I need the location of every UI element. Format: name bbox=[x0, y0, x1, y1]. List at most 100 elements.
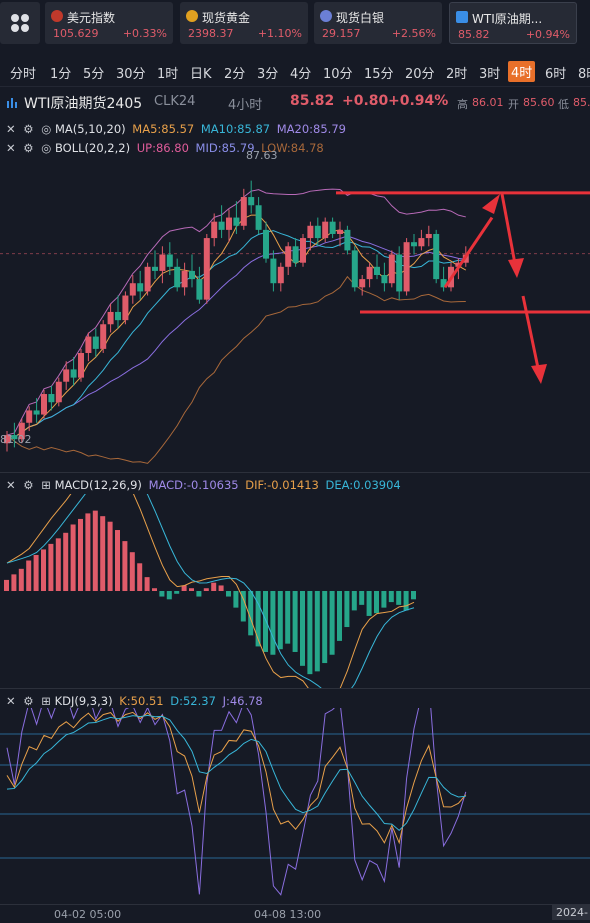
ticker-tile-wti[interactable]: WTI原油期... 85.82 +0.94% bbox=[449, 2, 577, 44]
timeframe-item[interactable]: 15分 bbox=[364, 67, 394, 82]
candlestick-chart[interactable] bbox=[0, 156, 590, 472]
macd-histogram-bar bbox=[11, 574, 17, 591]
candle-body bbox=[4, 435, 10, 444]
candle-body bbox=[63, 369, 70, 382]
macd-histogram-bar bbox=[196, 591, 202, 597]
timeframe-item[interactable]: 3分 bbox=[257, 67, 279, 82]
timeframe-item[interactable]: 5分 bbox=[83, 67, 105, 82]
candle-body bbox=[351, 250, 358, 288]
d-line bbox=[6, 714, 466, 832]
timeframe-item[interactable]: 4分 bbox=[290, 67, 312, 82]
macd-histogram-bar bbox=[33, 554, 39, 591]
candle-body bbox=[322, 221, 329, 239]
macd-histogram-bar bbox=[129, 552, 135, 591]
ticker-price: 2398.37 bbox=[188, 27, 234, 40]
candle-body bbox=[277, 266, 284, 284]
timeframe-item-selected[interactable]: 4时 bbox=[508, 61, 536, 82]
ticker-bar: 美元指数 105.629 +0.33% 现货黄金 2398.37 +1.10% … bbox=[0, 0, 590, 50]
macd-histogram-bar bbox=[181, 585, 187, 591]
candle-body bbox=[122, 295, 129, 321]
gear-icon[interactable]: ⚙ bbox=[23, 141, 34, 155]
macd-histogram-bar bbox=[344, 591, 350, 628]
candle-body bbox=[292, 246, 299, 263]
open-value: 85.60 bbox=[523, 96, 555, 109]
pane-divider[interactable] bbox=[0, 472, 590, 473]
candle-body bbox=[107, 311, 114, 325]
timeframe-item[interactable]: 2时 bbox=[446, 67, 468, 82]
timeframe-item[interactable]: 8时 bbox=[578, 67, 590, 82]
kdj-indicator-name: KDJ(9,3,3) bbox=[54, 694, 113, 708]
silver-coin-icon bbox=[320, 10, 332, 22]
macd-histogram-bar bbox=[78, 518, 83, 591]
close-icon[interactable]: ✕ bbox=[6, 122, 16, 136]
timeframe-item[interactable]: 20分 bbox=[405, 67, 435, 82]
candle-body bbox=[388, 254, 395, 284]
macd-histogram-bar bbox=[300, 591, 305, 666]
close-icon[interactable]: ✕ bbox=[6, 478, 16, 492]
expand-icon[interactable]: ⊞ bbox=[41, 478, 51, 492]
timeframe-item[interactable]: 30分 bbox=[116, 67, 146, 82]
kdj-chart[interactable] bbox=[0, 708, 590, 904]
kdj-legend: ✕ ⚙ ⊞ KDJ(9,3,3) K:50.51 D:52.37 J:46.78 bbox=[6, 694, 263, 708]
timeframe-item[interactable]: 1时 bbox=[157, 67, 179, 82]
timeframe-item[interactable]: 日K bbox=[190, 67, 212, 82]
macd-histogram-bar bbox=[63, 532, 69, 591]
ticker-tile-silver[interactable]: 现货白银 29.157 +2.56% bbox=[314, 2, 442, 44]
pane-divider[interactable] bbox=[0, 688, 590, 689]
eye-icon[interactable]: ◎ bbox=[41, 141, 52, 155]
candle-body bbox=[366, 266, 373, 280]
timeframe-item[interactable]: 1分 bbox=[50, 67, 72, 82]
candle-body bbox=[374, 266, 380, 276]
macd-histogram-bar bbox=[277, 591, 283, 650]
macd-chart[interactable] bbox=[0, 494, 590, 688]
candle-body bbox=[403, 242, 410, 292]
macd-histogram-bar bbox=[396, 591, 402, 605]
gear-icon[interactable]: ⚙ bbox=[23, 694, 34, 708]
j-value: J:46.78 bbox=[222, 694, 263, 708]
menu-button[interactable] bbox=[0, 2, 40, 44]
low-price-marker: 81.02 bbox=[0, 433, 32, 446]
gear-icon[interactable]: ⚙ bbox=[23, 478, 34, 492]
macd-histogram-bar bbox=[233, 591, 239, 608]
candle-body bbox=[381, 275, 388, 284]
candle-body bbox=[411, 242, 417, 247]
candle-body bbox=[285, 246, 292, 267]
ticker-name: WTI原油期... bbox=[472, 12, 543, 26]
ticker-tile-gold[interactable]: 现货黄金 2398.37 +1.10% bbox=[180, 2, 308, 44]
ticker-name: 现货黄金 bbox=[202, 11, 251, 25]
bar-chart-icon bbox=[7, 98, 17, 108]
interval-label[interactable]: 4小时 bbox=[228, 98, 263, 113]
time-label-current: 2024- bbox=[552, 905, 590, 920]
timeframe-item[interactable]: 6时 bbox=[545, 67, 567, 82]
macd-histogram-bar bbox=[351, 591, 357, 611]
timeframe-item[interactable]: 分时 bbox=[10, 67, 37, 82]
candle-body bbox=[115, 311, 121, 321]
candle-body bbox=[425, 233, 432, 239]
ticker-tile-usd-index[interactable]: 美元指数 105.629 +0.33% bbox=[45, 2, 173, 44]
candle-body bbox=[189, 270, 195, 280]
candle-body bbox=[144, 266, 151, 292]
expand-icon[interactable]: ⊞ bbox=[41, 694, 51, 708]
high-price-marker: 87.63 bbox=[246, 149, 278, 162]
dif-value: DIF:-0.01413 bbox=[245, 478, 319, 492]
bar-chart-icon bbox=[456, 11, 468, 23]
timeframe-item[interactable]: 2分 bbox=[224, 67, 246, 82]
candle-body bbox=[174, 266, 181, 288]
macd-histogram-bar bbox=[85, 513, 91, 591]
timeframe-item[interactable]: 10分 bbox=[323, 67, 353, 82]
gear-icon[interactable]: ⚙ bbox=[23, 122, 34, 136]
close-icon[interactable]: ✕ bbox=[6, 141, 16, 155]
timeframe-item[interactable]: 3时 bbox=[479, 67, 501, 82]
open-label: 开 bbox=[508, 98, 519, 111]
macd-histogram-bar bbox=[18, 568, 24, 591]
price-change-pct: +0.94% bbox=[388, 93, 449, 109]
macd-histogram-bar bbox=[144, 577, 150, 591]
close-icon[interactable]: ✕ bbox=[6, 694, 16, 708]
macd-histogram-bar bbox=[189, 588, 194, 591]
macd-histogram-bar bbox=[203, 588, 209, 591]
macd-histogram-bar bbox=[366, 591, 372, 616]
arrow-down-head bbox=[531, 364, 547, 384]
candle-body bbox=[181, 270, 188, 288]
eye-icon[interactable]: ◎ bbox=[41, 122, 52, 136]
timeframe-bar: 分时 1分 5分 30分 1时 日K 2分 3分 4分 10分 15分 20分 … bbox=[0, 56, 590, 87]
